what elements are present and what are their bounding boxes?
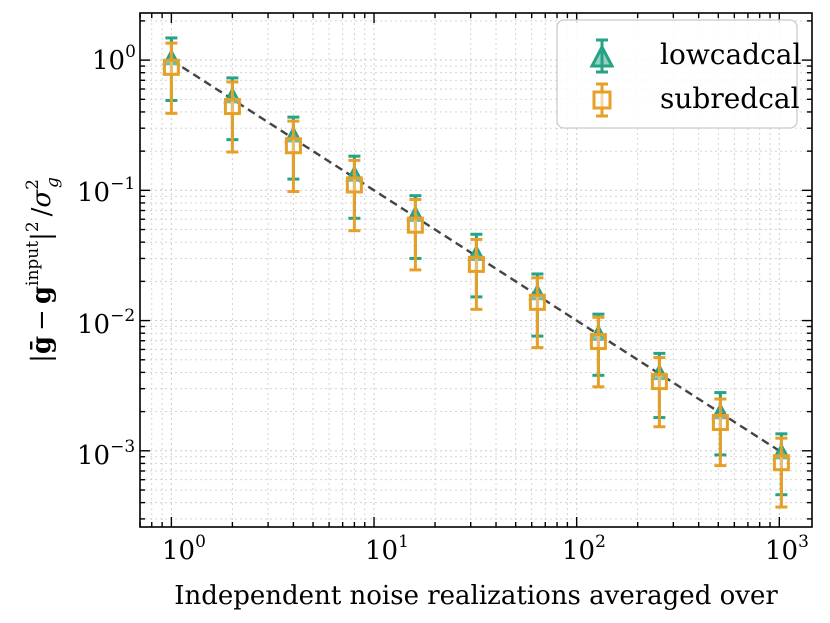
data-point-subredcal bbox=[711, 413, 729, 431]
legend-box bbox=[556, 19, 798, 129]
y-tick-label: 10−3 bbox=[77, 437, 135, 471]
error-bar bbox=[775, 436, 788, 509]
y-tick-label: 100 bbox=[92, 42, 136, 76]
y-axis-title: |ḡ−ginput|2/σ2g bbox=[23, 177, 63, 363]
x-tick-labels: 100 101 102 103 bbox=[162, 532, 809, 566]
error-bar bbox=[226, 80, 239, 154]
error-bar bbox=[348, 158, 361, 233]
x-tick-label: 103 bbox=[765, 532, 809, 566]
x-tick-label: 101 bbox=[365, 532, 409, 566]
data-point-subredcal bbox=[162, 58, 180, 76]
error-bar bbox=[714, 397, 727, 468]
data-point-subredcal bbox=[528, 293, 546, 311]
error-bar bbox=[470, 237, 483, 311]
x-axis-title: Independent noise realizations averaged … bbox=[174, 581, 778, 611]
data-point-subredcal bbox=[345, 176, 363, 194]
data-point-subredcal bbox=[589, 333, 607, 351]
axis-ticks bbox=[139, 13, 812, 527]
data-point-subredcal bbox=[223, 98, 241, 116]
data-point-subredcal bbox=[406, 216, 424, 234]
y-tick-label: 10−2 bbox=[77, 306, 135, 340]
error-bar bbox=[287, 119, 300, 193]
legend-marker-subredcal bbox=[592, 82, 612, 118]
y-tick-labels: 100 10−1 10−2 10−3 bbox=[77, 42, 136, 471]
data-point-subredcal bbox=[650, 373, 668, 391]
reference-line bbox=[170, 59, 783, 454]
grid bbox=[139, 13, 812, 527]
series-subredcal bbox=[162, 41, 790, 509]
data-series bbox=[162, 36, 791, 509]
error-bar bbox=[592, 315, 605, 389]
plot-frame bbox=[139, 12, 813, 528]
error-bar bbox=[531, 276, 544, 350]
legend-marker-lowcadcal bbox=[589, 38, 615, 74]
data-point-subredcal bbox=[467, 255, 485, 273]
x-tick-label: 102 bbox=[562, 532, 606, 566]
error-bar bbox=[653, 356, 666, 429]
data-point-subredcal bbox=[772, 454, 790, 472]
x-tick-label: 100 bbox=[162, 532, 206, 566]
legend: lowcadcal subredcal bbox=[556, 19, 801, 129]
error-bar bbox=[165, 41, 178, 115]
legend-label-lowcadcal: lowcadcal bbox=[660, 38, 801, 71]
data-point-subredcal bbox=[284, 137, 302, 155]
legend-label-subredcal: subredcal bbox=[660, 82, 800, 115]
y-tick-label: 10−1 bbox=[77, 174, 135, 208]
error-bar bbox=[409, 198, 422, 272]
